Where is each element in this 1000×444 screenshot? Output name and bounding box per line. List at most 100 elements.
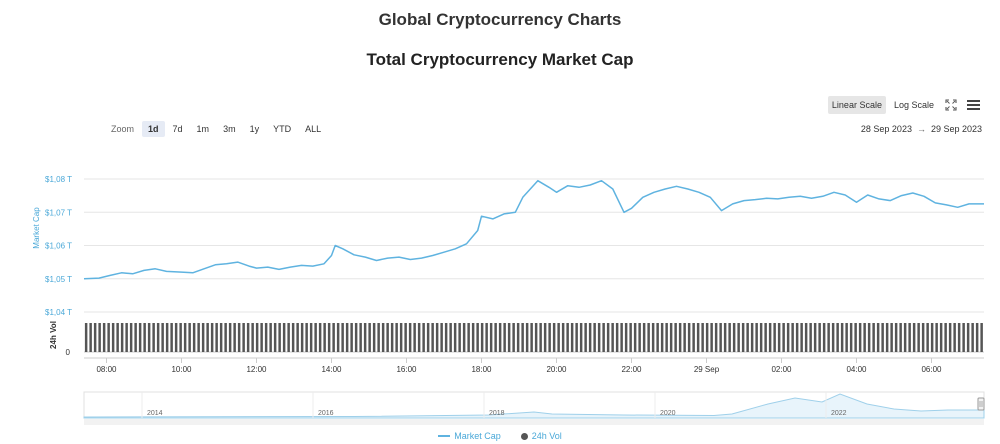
volume-bar (791, 323, 794, 352)
linear-scale-button[interactable]: Linear Scale (827, 96, 886, 114)
volume-bar (359, 323, 362, 352)
volume-bar (881, 323, 884, 352)
volume-bar (584, 323, 587, 352)
volume-bar (800, 323, 803, 352)
volume-bar (633, 323, 637, 352)
volume-bar (489, 323, 493, 352)
x-tick-label: 18:00 (471, 365, 492, 374)
volume-bar (899, 323, 902, 352)
zoom-3m-button[interactable]: 3m (223, 124, 236, 134)
log-scale-button[interactable]: Log Scale (893, 100, 934, 110)
volume-bar (674, 323, 677, 352)
x-tick-label: 12:00 (246, 365, 267, 374)
volume-bar (264, 323, 268, 352)
volume-bar (408, 323, 412, 352)
volume-bar (260, 323, 263, 352)
y-tick-label: $1,08 T (45, 175, 72, 184)
volume-bar (597, 323, 601, 352)
zoom-7d-button[interactable]: 7d (172, 124, 183, 134)
volume-bar (876, 323, 880, 352)
volume-bar (111, 323, 115, 352)
navigator-tick-label: 2016 (318, 410, 334, 417)
zoom-1m-button[interactable]: 1m (196, 124, 210, 134)
volume-bar (476, 323, 479, 352)
volume-bar (165, 323, 169, 352)
volume-bar (233, 323, 236, 352)
volume-bar (386, 323, 389, 352)
volume-bar (471, 323, 475, 352)
volume-bar (305, 323, 308, 352)
volume-bar (714, 323, 718, 352)
volume-bar (557, 323, 560, 352)
volume-bar (570, 323, 574, 352)
volume-bar (449, 323, 452, 352)
zoom-ytd-button[interactable]: YTD (273, 124, 292, 134)
volume-bar (831, 323, 835, 352)
zoom-1y-button[interactable]: 1y (249, 124, 260, 134)
zoom-1d-button[interactable]: 1d (142, 121, 165, 137)
volume-bar (219, 323, 223, 352)
navigator-tick-label: 2022 (831, 410, 847, 417)
zoom-bar: Zoom 1d 7d 1m 3m 1y YTD ALL (111, 121, 327, 137)
navigator-tick-label: 2018 (489, 410, 505, 417)
volume-bar (125, 323, 128, 352)
volume-bar (719, 323, 722, 352)
volume-bar (453, 323, 457, 352)
volume-bar (611, 323, 614, 352)
volume-bar (566, 323, 569, 352)
navigator-tick-label: 2020 (660, 410, 676, 417)
volume-bar (948, 323, 952, 352)
x-tick-label: 08:00 (96, 365, 117, 374)
volume-bar (768, 323, 772, 352)
volume-bar (575, 323, 578, 352)
volume-bar (287, 323, 290, 352)
volume-bar (561, 323, 565, 352)
volume-bar (935, 323, 938, 352)
volume-bar (818, 323, 821, 352)
volume-bar (521, 323, 524, 352)
fullscreen-icon[interactable] (942, 96, 960, 114)
volume-bar (683, 323, 686, 352)
legend-item-volume[interactable]: 24h Vol (520, 431, 562, 441)
volume-bar (98, 323, 101, 352)
volume-bar (926, 323, 929, 352)
menu-icon[interactable] (964, 96, 982, 114)
volume-bar (503, 323, 506, 352)
volume-bar (746, 323, 749, 352)
volume-bar (732, 323, 736, 352)
volume-bar (971, 323, 974, 352)
volume-bar (116, 323, 119, 352)
zoom-all-button[interactable]: ALL (305, 124, 322, 134)
volume-bar (741, 323, 745, 352)
volume-bar (251, 323, 254, 352)
legend-item-market-cap[interactable]: Market Cap (438, 431, 501, 441)
volume-bar (620, 323, 623, 352)
date-arrow: → (916, 124, 926, 134)
volume-swatch (520, 432, 528, 440)
volume-bar (602, 323, 605, 352)
volume-bar (552, 323, 556, 352)
navigator-tick-label: 2014 (147, 410, 163, 417)
volume-bar (867, 323, 871, 352)
volume-bar (530, 323, 533, 352)
volume-bar (962, 323, 965, 352)
volume-bar (435, 323, 439, 352)
date-from-field[interactable]: 28 Sep 2023 (860, 124, 912, 134)
volume-bar (809, 323, 812, 352)
volume-bar (381, 323, 385, 352)
volume-bar (269, 323, 272, 352)
volume-bar (665, 323, 668, 352)
volume-bar (723, 323, 727, 352)
date-to-field[interactable]: 29 Sep 2023 (930, 124, 982, 134)
volume-bar (773, 323, 776, 352)
volume-bar (660, 323, 664, 352)
volume-bar (255, 323, 259, 352)
volume-bar (350, 323, 353, 352)
volume-bar (467, 323, 470, 352)
volume-bar (332, 323, 335, 352)
volume-bar (273, 323, 277, 352)
volume-bar (237, 323, 241, 352)
volume-bar (795, 323, 799, 352)
volume-bar (840, 323, 844, 352)
